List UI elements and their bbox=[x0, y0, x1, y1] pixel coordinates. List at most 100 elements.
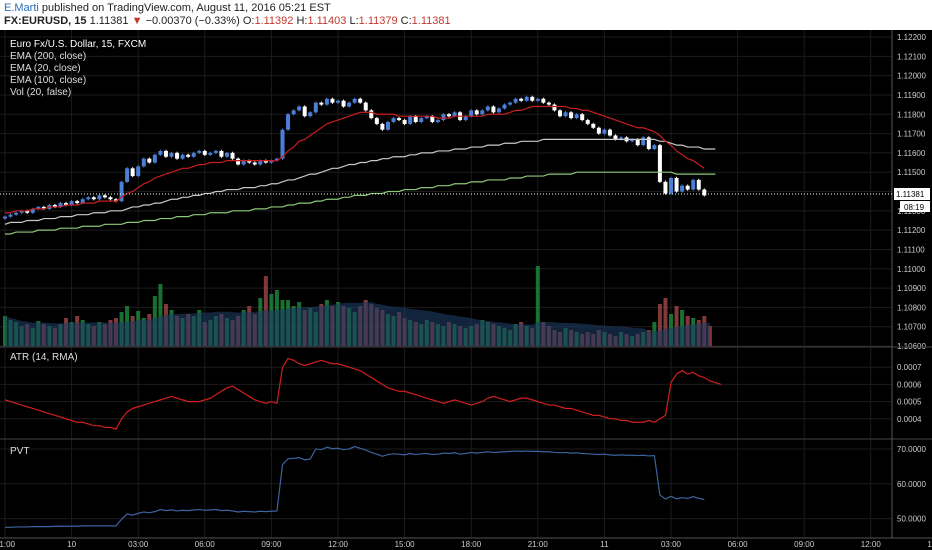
candle-body bbox=[263, 160, 268, 163]
time-tick-label: 03:00 bbox=[128, 540, 149, 549]
countdown-tag bbox=[900, 201, 930, 212]
volume-layer bbox=[3, 266, 712, 346]
candle-body bbox=[297, 106, 302, 111]
ema-layer bbox=[4, 105, 716, 235]
candle-body bbox=[469, 110, 474, 117]
candle-body bbox=[380, 123, 385, 130]
candle-body bbox=[141, 158, 146, 167]
last-price-tag bbox=[894, 188, 930, 200]
candle-body bbox=[397, 118, 402, 121]
atr-tick-label: 0.0007 bbox=[897, 363, 922, 372]
candle-body bbox=[680, 185, 685, 192]
candle-body bbox=[635, 139, 640, 146]
candle-body bbox=[52, 205, 57, 207]
candle-body bbox=[119, 181, 124, 202]
price-tick-label: 1.11000 bbox=[897, 265, 926, 274]
legend-ema100[interactable]: EMA (100, close) bbox=[10, 75, 86, 86]
countdown-tag-text: 08:19 bbox=[904, 203, 925, 212]
published-text: published on TradingView.com, August 11,… bbox=[41, 2, 331, 14]
time-tick-label: 21:00 bbox=[0, 540, 16, 549]
legend-title: Euro Fx/U.S. Dollar, 15, FXCM bbox=[10, 39, 146, 50]
candle-body bbox=[563, 112, 568, 117]
candle-body bbox=[280, 129, 285, 159]
candle-body bbox=[646, 137, 651, 150]
legend-ema20[interactable]: EMA (20, close) bbox=[10, 63, 81, 74]
chart-canvas[interactable]: 1.12200 1.12100 1.12000 1.11900 1.11800 1.117… bbox=[0, 30, 932, 550]
price-tick-label: 1.11600 bbox=[897, 149, 926, 158]
candle-body bbox=[197, 150, 202, 153]
chart-background bbox=[0, 30, 932, 550]
candle-body bbox=[363, 102, 368, 111]
candle-body bbox=[502, 104, 507, 109]
candle-body bbox=[535, 98, 540, 101]
candle-body bbox=[574, 114, 579, 119]
candle-body bbox=[69, 201, 74, 206]
candle-body bbox=[652, 145, 657, 150]
candle-body bbox=[596, 127, 601, 134]
legend-vol[interactable]: Vol (20, false) bbox=[10, 87, 71, 98]
candle-body bbox=[125, 168, 130, 182]
volume-ma-area bbox=[5, 302, 710, 346]
price-tick-label: 1.11800 bbox=[897, 110, 926, 119]
close-value: 1.11381 bbox=[411, 15, 451, 27]
candle-body bbox=[58, 203, 63, 207]
candle-body bbox=[358, 98, 363, 103]
candle-body bbox=[3, 216, 7, 219]
candle-body bbox=[336, 100, 340, 103]
time-tick-label: 12:00 bbox=[861, 540, 882, 549]
candle-body bbox=[186, 154, 191, 157]
price-tick-label: 1.11100 bbox=[897, 245, 925, 254]
candle-body bbox=[308, 112, 313, 117]
down-arrow-icon: ▼ bbox=[131, 15, 143, 27]
legend-pvt[interactable]: PVT bbox=[10, 446, 29, 457]
candle-body bbox=[169, 152, 174, 157]
candle-body bbox=[147, 158, 152, 163]
candle-body bbox=[213, 150, 218, 153]
author-link[interactable]: E.Marti bbox=[4, 2, 39, 14]
candle-body bbox=[64, 203, 69, 206]
candle-body bbox=[485, 106, 490, 111]
candle-body bbox=[252, 162, 257, 165]
candle-body bbox=[702, 189, 707, 196]
candle-body bbox=[685, 185, 690, 190]
price-tick-label: 1.12000 bbox=[897, 72, 926, 81]
candle-body bbox=[324, 98, 329, 105]
candle-body bbox=[524, 96, 529, 101]
candle-body bbox=[19, 210, 24, 213]
price-tick-label: 1.10700 bbox=[897, 323, 926, 332]
candle-body bbox=[108, 197, 113, 200]
candle-body bbox=[452, 112, 457, 117]
grid-lines bbox=[0, 30, 892, 538]
candle-body bbox=[541, 98, 546, 103]
atr-line bbox=[4, 357, 722, 430]
candle-body bbox=[691, 179, 696, 190]
volume-bar bbox=[674, 306, 679, 346]
quote-line: FX:EURUSD, 15 1.11381 ▼ −0.00370 (−0.33%… bbox=[4, 15, 451, 27]
high-value: 1.11403 bbox=[307, 15, 347, 27]
time-tick-label: 12:00 bbox=[328, 540, 349, 549]
candle-body bbox=[413, 116, 418, 122]
candle-body bbox=[341, 100, 346, 107]
price-tick-label: 1.10800 bbox=[897, 303, 926, 312]
candle-body bbox=[513, 98, 518, 103]
open-label: O: bbox=[242, 15, 255, 27]
candle-body bbox=[569, 112, 574, 119]
candle-body bbox=[558, 110, 562, 117]
candle-body bbox=[14, 212, 19, 215]
candle-body bbox=[114, 199, 118, 202]
time-tick-label: 03:00 bbox=[661, 540, 682, 549]
time-tick-label: 18:00 bbox=[461, 540, 482, 549]
candle-body bbox=[163, 150, 168, 157]
ema20-line bbox=[5, 105, 705, 214]
price-tick-label: 1.11900 bbox=[897, 91, 926, 100]
symbol-label[interactable]: FX:EURUSD, 15 bbox=[4, 15, 87, 27]
candle-body bbox=[352, 98, 357, 103]
candle-body bbox=[36, 206, 41, 209]
legend-ema200[interactable]: EMA (200, close) bbox=[10, 51, 86, 62]
pvt-layer bbox=[5, 445, 705, 528]
legend-atr[interactable]: ATR (14, RMA) bbox=[10, 352, 78, 363]
price-tick-label: 1.11700 bbox=[897, 130, 926, 139]
candle-body bbox=[269, 160, 274, 163]
candle-body bbox=[419, 118, 424, 122]
candle-body bbox=[274, 158, 279, 161]
